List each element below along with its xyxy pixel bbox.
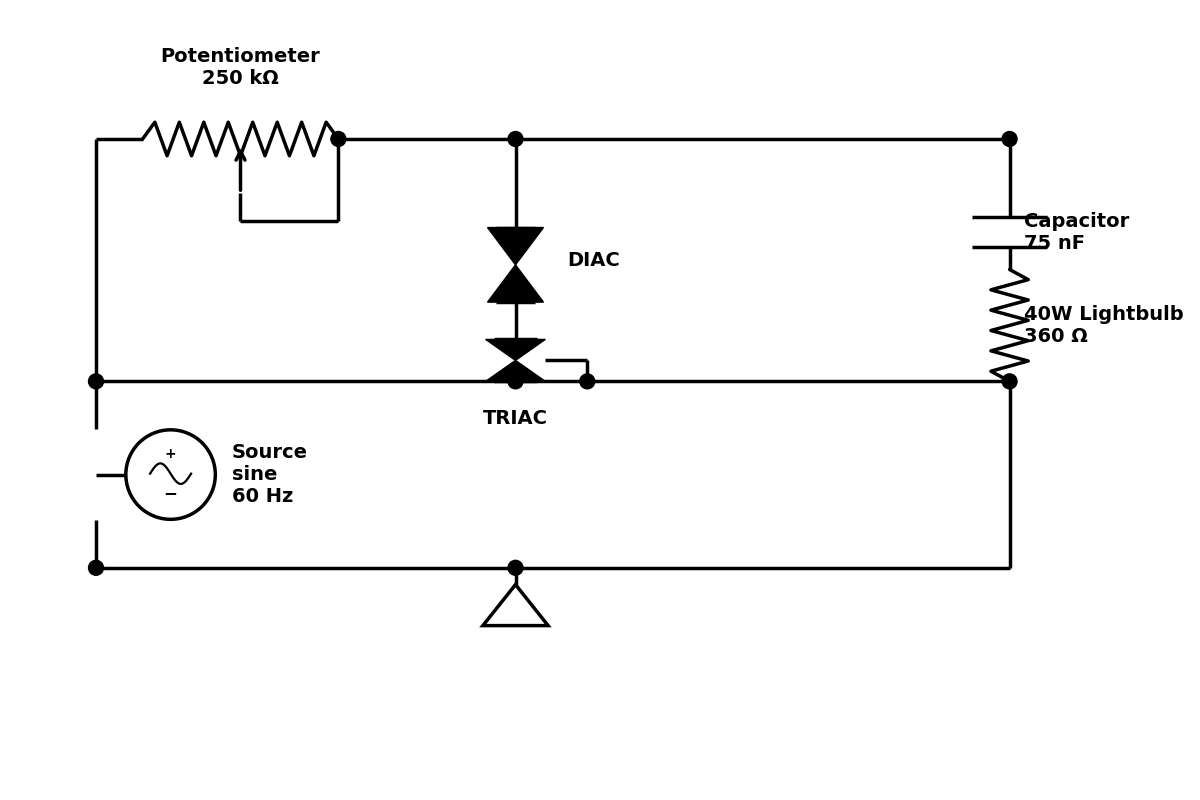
Circle shape (89, 560, 103, 575)
Polygon shape (487, 265, 544, 302)
Circle shape (508, 560, 523, 575)
Circle shape (1002, 374, 1018, 389)
Polygon shape (486, 360, 545, 382)
Text: Source
sine
60 Hz: Source sine 60 Hz (232, 443, 308, 506)
Circle shape (89, 374, 103, 389)
Circle shape (508, 131, 523, 146)
Text: −: − (163, 484, 178, 502)
Polygon shape (486, 339, 545, 360)
Circle shape (1002, 131, 1018, 146)
Circle shape (508, 374, 523, 389)
Text: Potentiometer
250 kΩ: Potentiometer 250 kΩ (161, 46, 320, 88)
Text: Capacitor
75 nF: Capacitor 75 nF (1024, 212, 1129, 253)
Polygon shape (487, 227, 544, 265)
Text: +: + (164, 447, 176, 461)
Text: DIAC: DIAC (566, 250, 619, 270)
Circle shape (331, 131, 346, 146)
Text: 40W Lightbulb
360 Ω: 40W Lightbulb 360 Ω (1024, 305, 1183, 346)
Circle shape (580, 374, 595, 389)
Text: TRIAC: TRIAC (484, 410, 548, 428)
